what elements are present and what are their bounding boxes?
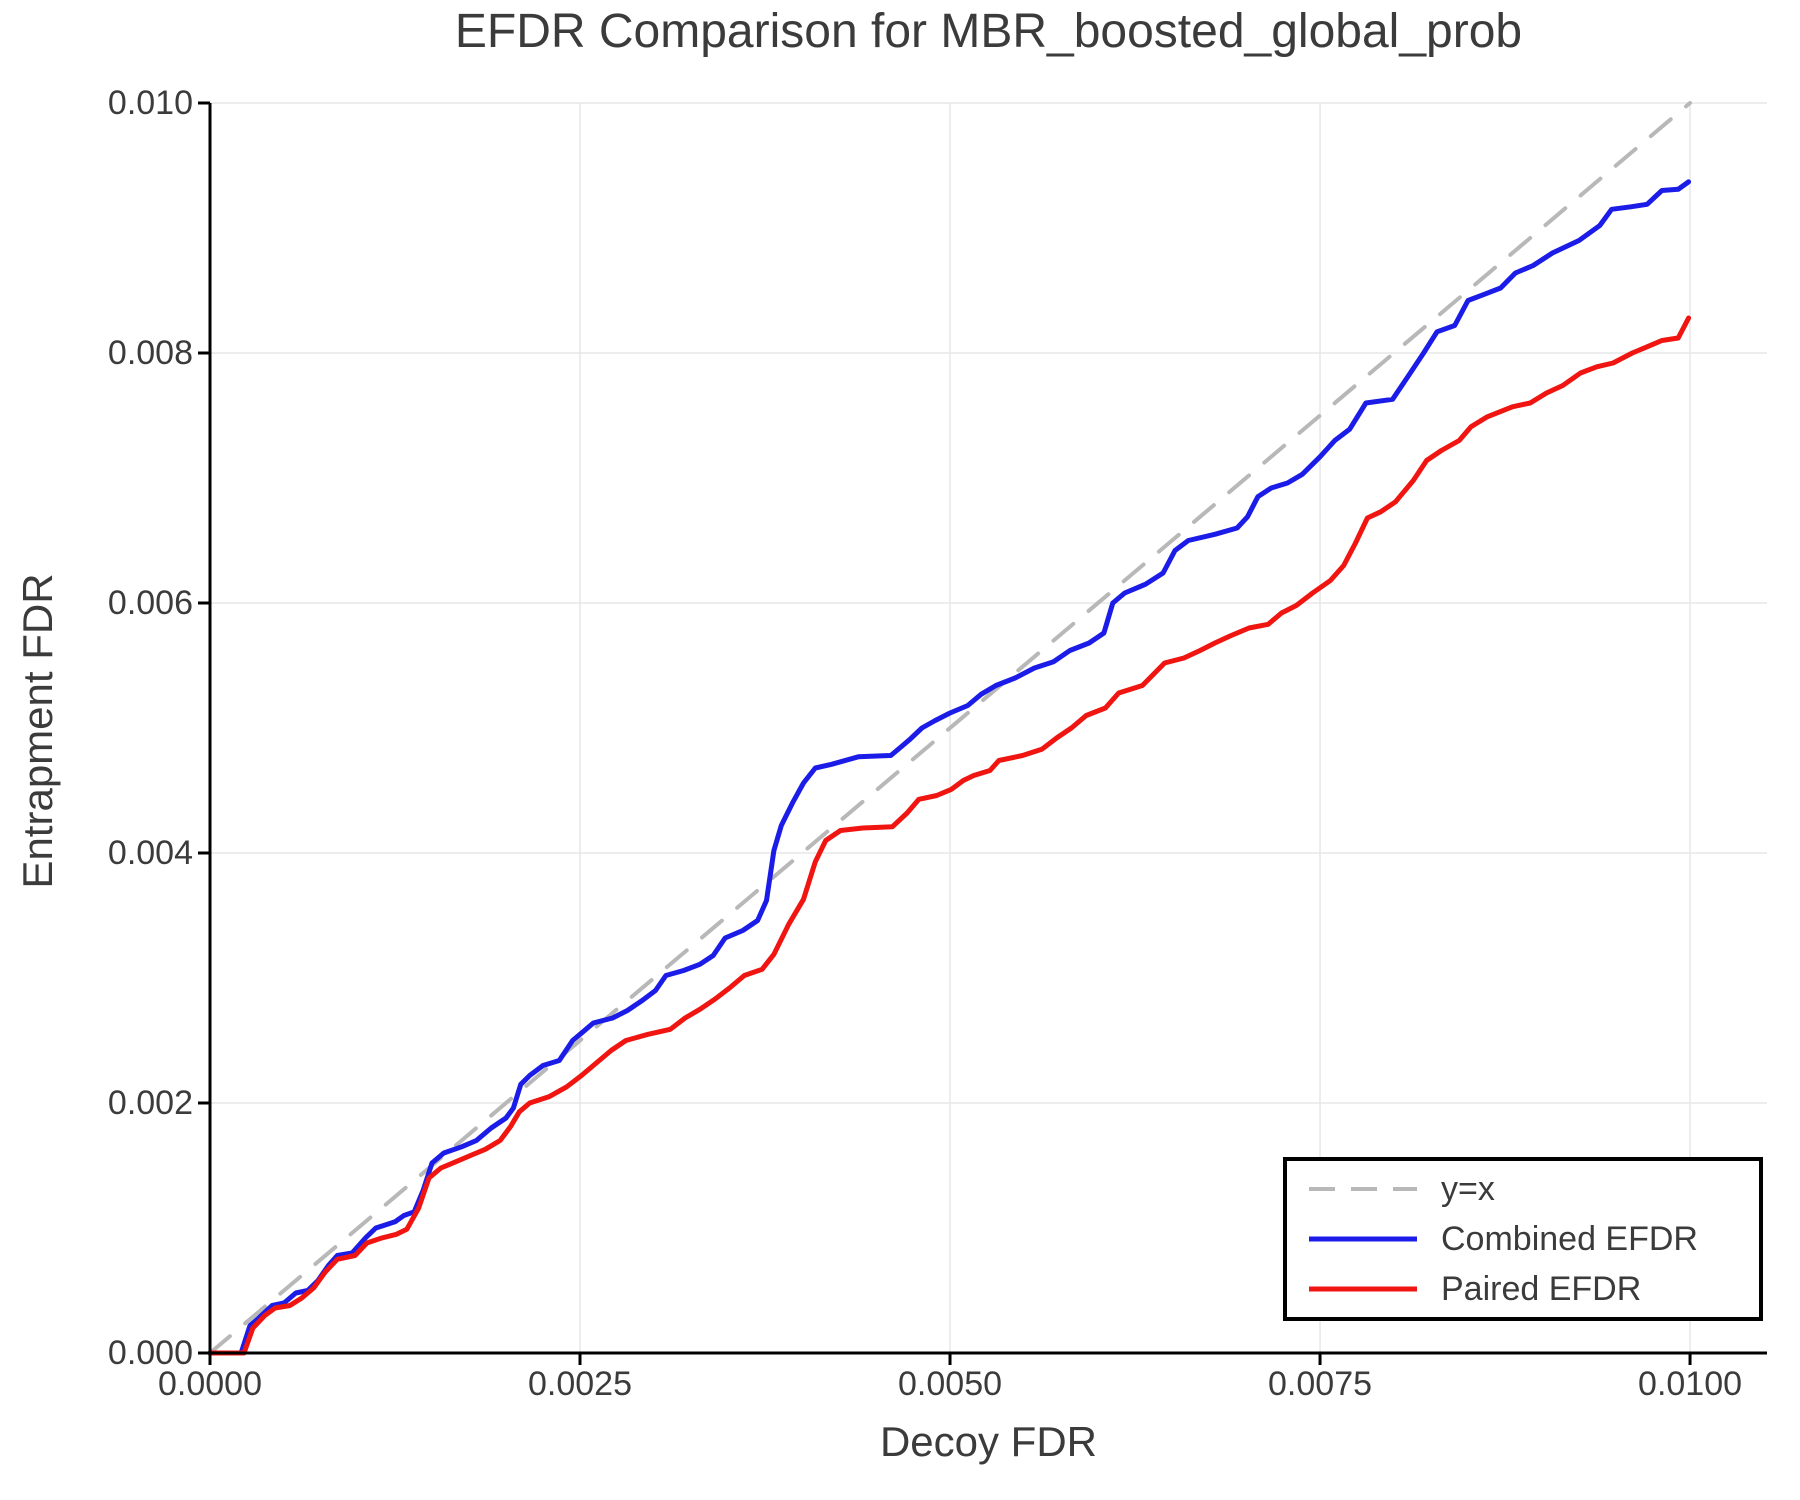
legend-entry: Paired EFDR <box>1307 1269 1759 1309</box>
x-axis-label: Decoy FDR <box>879 1418 1098 1465</box>
y-tick-label: 0.006 <box>107 584 193 622</box>
x-tick-label: 0.0075 <box>1268 1365 1373 1403</box>
y-tick-label: 0.010 <box>107 84 193 122</box>
legend-entry: Combined EFDR <box>1307 1219 1759 1259</box>
legend-line-swatch <box>1309 1187 1417 1191</box>
x-tick-label: 0.0050 <box>898 1365 1003 1403</box>
legend-label: Paired EFDR <box>1441 1270 1642 1308</box>
legend-entry: y=x <box>1307 1169 1759 1209</box>
legend: y=x Combined EFDR Paired EFDR <box>1283 1157 1763 1321</box>
y-axis-label: Entrapment FDR <box>14 573 61 889</box>
legend-label: Combined EFDR <box>1441 1220 1698 1258</box>
series-line-paired-efdr <box>207 315 1692 1356</box>
y-tick-label: 0.002 <box>107 1084 193 1122</box>
legend-line-swatch <box>1309 1286 1417 1292</box>
series-line-y-x <box>208 101 1692 1355</box>
y-tick-label: 0.008 <box>107 334 193 372</box>
y-tick-label: 0.000 <box>107 1334 193 1372</box>
x-tick-label: 0.0025 <box>528 1365 632 1403</box>
x-tick-label: 0.0000 <box>158 1365 262 1403</box>
legend-line-swatch <box>1309 1236 1417 1242</box>
legend-label: y=x <box>1441 1170 1495 1208</box>
chart-title: EFDR Comparison for MBR_boosted_global_p… <box>454 5 1523 58</box>
x-tick-label: 0.0100 <box>1638 1365 1743 1403</box>
y-tick-label: 0.004 <box>107 834 193 872</box>
